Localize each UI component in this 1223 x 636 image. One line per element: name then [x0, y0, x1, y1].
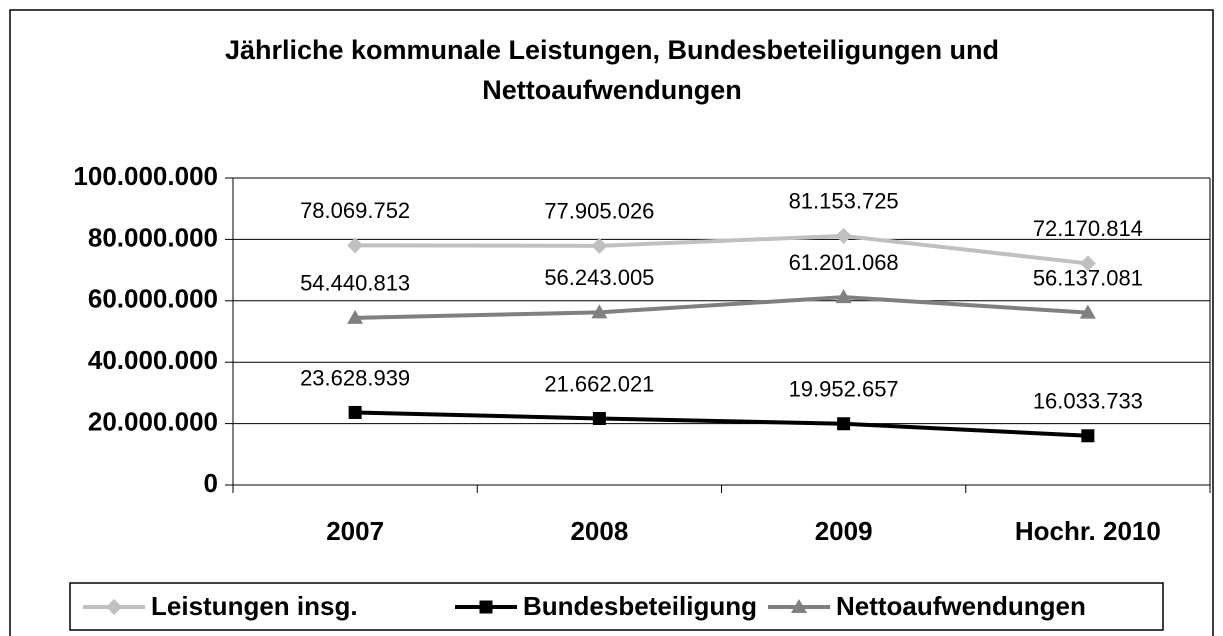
legend-label: Bundesbeteiligung: [523, 591, 757, 621]
series-line: [355, 233, 1089, 266]
data-label: 19.952.657: [789, 377, 899, 402]
data-label: 61.201.068: [789, 250, 899, 275]
data-label: 56.137.081: [1033, 265, 1143, 290]
y-tick-label: 100.000.000: [73, 161, 218, 191]
x-tick-label: 2009: [815, 516, 873, 546]
data-label: 78.069.752: [300, 198, 410, 223]
x-tick-label: 2007: [326, 516, 384, 546]
x-tick-label: 2008: [570, 516, 628, 546]
data-label: 21.662.021: [544, 371, 654, 396]
y-tick-label: 40.000.000: [88, 345, 218, 375]
data-label: 54.440.813: [300, 271, 410, 296]
data-point: [591, 304, 608, 319]
data-point: [1081, 429, 1095, 443]
data-point: [1079, 304, 1096, 319]
series-line: [355, 410, 1088, 438]
legend-box: [69, 582, 1164, 631]
chart-title: Nettoaufwendungen: [482, 75, 741, 105]
data-point: [348, 405, 362, 419]
legend-marker: [479, 600, 493, 614]
y-tick-label: 20.000.000: [88, 406, 218, 436]
y-tick-label: 80.000.000: [88, 222, 218, 252]
x-tick-label: Hochr. 2010: [1015, 516, 1161, 546]
y-tick-label: 60.000.000: [88, 284, 218, 314]
data-point: [837, 417, 851, 431]
chart-border: [9, 9, 1214, 636]
data-label: 56.243.005: [544, 265, 654, 290]
data-point: [835, 227, 852, 244]
data-label: 16.033.733: [1033, 389, 1143, 414]
legend-label: Leistungen insg.: [151, 591, 358, 621]
legend-marker: [791, 599, 807, 613]
data-label: 77.905.026: [544, 199, 654, 224]
legend-label: Nettoaufwendungen: [836, 591, 1086, 621]
data-point: [347, 309, 364, 324]
data-label: 23.628.939: [300, 365, 410, 390]
data-label: 72.170.814: [1033, 216, 1143, 241]
y-tick-label: 0: [204, 468, 218, 498]
legend-marker: [106, 599, 122, 615]
data-point: [835, 289, 852, 304]
data-label: 81.153.725: [789, 189, 899, 214]
series-line: [355, 295, 1089, 320]
chart-title: Jährliche kommunale Leistungen, Bundesbe…: [225, 35, 999, 65]
data-point: [347, 237, 364, 254]
data-point: [592, 411, 606, 425]
data-point: [1079, 255, 1096, 272]
data-point: [591, 237, 608, 254]
